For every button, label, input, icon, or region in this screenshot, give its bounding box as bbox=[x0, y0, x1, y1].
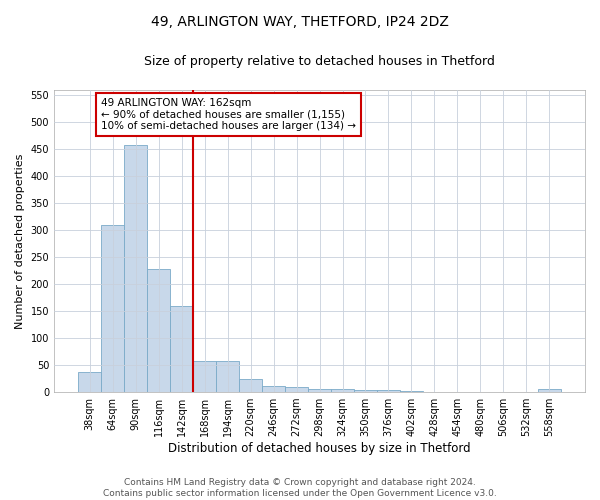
Bar bbox=[400, 391, 423, 392]
Bar bbox=[216, 362, 239, 392]
Bar bbox=[193, 362, 216, 392]
X-axis label: Distribution of detached houses by size in Thetford: Distribution of detached houses by size … bbox=[168, 442, 471, 455]
Bar bbox=[262, 386, 285, 392]
Bar bbox=[101, 225, 124, 392]
Text: 49 ARLINGTON WAY: 162sqm
← 90% of detached houses are smaller (1,155)
10% of sem: 49 ARLINGTON WAY: 162sqm ← 90% of detach… bbox=[101, 98, 356, 132]
Bar bbox=[308, 390, 331, 392]
Bar bbox=[285, 386, 308, 392]
Bar bbox=[377, 390, 400, 392]
Bar bbox=[331, 390, 354, 392]
Y-axis label: Number of detached properties: Number of detached properties bbox=[15, 154, 25, 328]
Title: Size of property relative to detached houses in Thetford: Size of property relative to detached ho… bbox=[144, 55, 495, 68]
Bar bbox=[78, 372, 101, 392]
Bar bbox=[538, 390, 561, 392]
Bar bbox=[170, 306, 193, 392]
Text: 49, ARLINGTON WAY, THETFORD, IP24 2DZ: 49, ARLINGTON WAY, THETFORD, IP24 2DZ bbox=[151, 15, 449, 29]
Bar bbox=[124, 145, 147, 392]
Bar bbox=[239, 378, 262, 392]
Bar bbox=[147, 269, 170, 392]
Bar bbox=[354, 390, 377, 392]
Text: Contains HM Land Registry data © Crown copyright and database right 2024.
Contai: Contains HM Land Registry data © Crown c… bbox=[103, 478, 497, 498]
